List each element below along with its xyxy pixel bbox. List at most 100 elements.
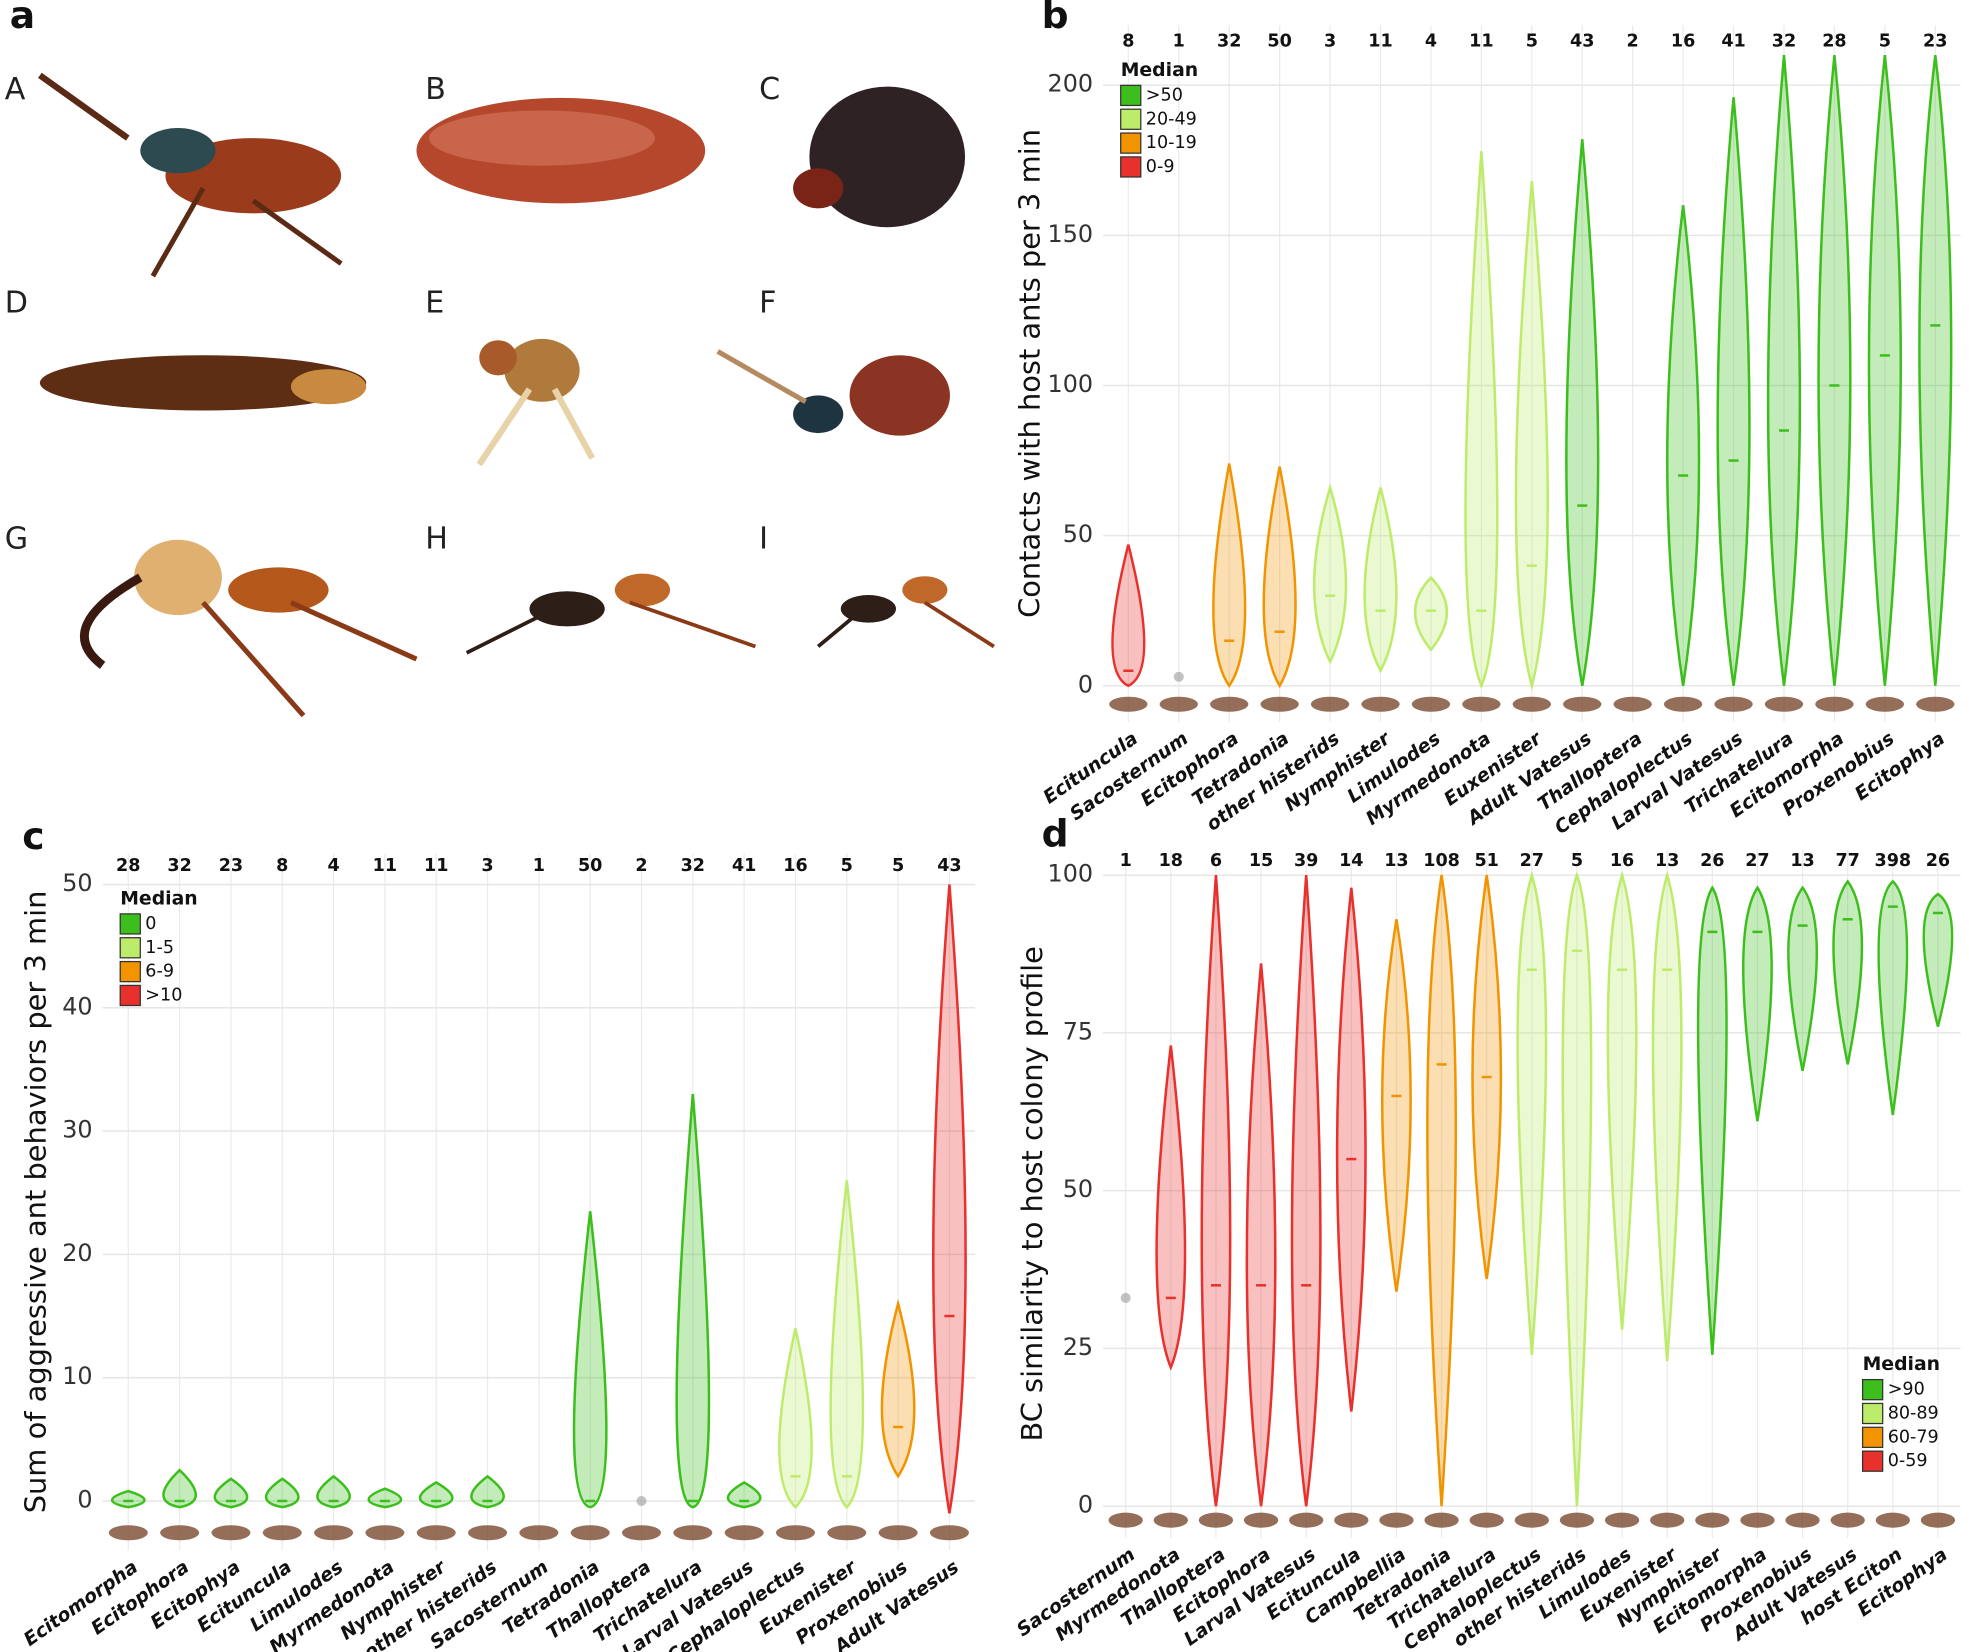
y-tick-label: 200 (1048, 70, 1094, 98)
violin (1464, 151, 1499, 690)
violin (1335, 887, 1367, 1412)
specimen-photo (160, 1525, 200, 1541)
specimen-photo (468, 1525, 508, 1541)
sample-size: 50 (1267, 31, 1291, 51)
specimen-photo (673, 1525, 713, 1541)
sample-size: 11 (424, 856, 448, 876)
violin (1561, 871, 1593, 1507)
specimen-photo (1875, 1512, 1910, 1528)
single-point (636, 1495, 647, 1507)
legend-swatch (119, 960, 141, 983)
sample-size: 77 (1835, 851, 1859, 871)
sample-size: 3 (481, 856, 493, 876)
y-tick-label: 10 (62, 1362, 92, 1390)
violin (1516, 870, 1548, 1355)
panel-letter: b (1042, 0, 1069, 37)
specimen-photo (1310, 696, 1350, 712)
legend-swatch (1120, 108, 1142, 130)
photo-label: E (425, 285, 444, 320)
photo-label: H (425, 521, 448, 556)
specimen-photo (570, 1525, 610, 1541)
sample-size: 398 (1874, 851, 1911, 871)
sample-size: 6 (1210, 851, 1222, 871)
panel-letter: a (10, 0, 35, 37)
y-axis-title: Sum of aggressive ant behaviors per 3 mi… (18, 891, 52, 1514)
photo-label: B (425, 72, 446, 107)
violin (1651, 870, 1683, 1362)
sample-size: 16 (1610, 851, 1634, 871)
sample-size: 39 (1294, 851, 1318, 871)
specimen-photo (1695, 1512, 1730, 1528)
violin (1741, 885, 1773, 1122)
photo-e (476, 338, 595, 467)
specimen-photo (1210, 696, 1249, 712)
photo-label: D (5, 285, 28, 320)
violin (1867, 55, 1903, 686)
specimen-photo (1514, 1512, 1549, 1528)
violin (1606, 870, 1638, 1330)
specimen-photo (314, 1525, 354, 1541)
sample-size: 28 (1822, 31, 1846, 51)
sample-size: 5 (841, 856, 853, 876)
sample-size: 16 (1671, 31, 1695, 51)
photo-label: I (759, 521, 768, 556)
sample-size: 1 (1173, 31, 1185, 51)
sample-size: 32 (1217, 31, 1241, 51)
legend-title: Median (120, 888, 197, 909)
y-tick-label: 100 (1048, 370, 1094, 398)
sample-size: 11 (373, 856, 397, 876)
y-tick-label: 40 (62, 992, 92, 1020)
specimen-photo (1663, 696, 1703, 712)
sample-size: 8 (1122, 31, 1134, 51)
single-point (1173, 671, 1184, 682)
specimen-photo (1920, 1512, 1956, 1528)
violin (1696, 885, 1728, 1355)
sample-size: 32 (681, 856, 705, 876)
violin (1918, 54, 1953, 686)
photo-c (793, 86, 966, 228)
legend-swatch (1120, 132, 1142, 154)
violin (418, 1481, 454, 1509)
panel-c: c Sum of aggressive ant behaviors per 3 m… (18, 814, 976, 1652)
violin (1413, 575, 1449, 652)
legend-swatch (1861, 1450, 1884, 1472)
legend-label: 20-49 (1146, 109, 1197, 129)
specimen-photo (1462, 696, 1501, 712)
y-tick-label: 50 (1063, 520, 1093, 548)
violin (264, 1477, 300, 1509)
legend-label: >50 (1146, 85, 1183, 105)
legend-swatch (119, 937, 141, 959)
legend-label: 10-19 (1146, 133, 1197, 153)
violin (1111, 544, 1146, 688)
violin (1922, 892, 1954, 1027)
specimen-photo (1379, 1512, 1414, 1528)
specimen-photo (1469, 1512, 1504, 1528)
violin (367, 1487, 403, 1509)
sample-size: 41 (1721, 31, 1745, 51)
legend-label: 0 (145, 914, 156, 934)
violin (1380, 919, 1412, 1292)
legend-swatch (1861, 1402, 1884, 1425)
specimen-photo (262, 1525, 302, 1541)
y-tick-label: 0 (1078, 670, 1093, 698)
specimen-photo (1764, 696, 1804, 712)
specimen-photo (1559, 1512, 1595, 1528)
violin (1766, 55, 1802, 686)
violin (1212, 463, 1247, 688)
specimen-photo (1785, 1512, 1820, 1528)
y-tick-label: 100 (1048, 860, 1094, 888)
violin (726, 1481, 762, 1509)
legend-label: 0-59 (1888, 1451, 1928, 1471)
sample-size: 51 (1474, 851, 1498, 871)
sample-size: 32 (1772, 31, 1796, 51)
legend-label: 80-89 (1888, 1403, 1939, 1423)
sample-size: 16 (783, 856, 807, 876)
specimen-photo (1815, 696, 1854, 712)
photo-label: G (5, 521, 28, 556)
specimen-photo (1153, 1512, 1188, 1528)
sample-size: 13 (1655, 851, 1679, 871)
y-tick-label: 25 (1063, 1333, 1093, 1361)
legend-swatch (1120, 84, 1142, 107)
sample-size: 2 (635, 856, 647, 876)
